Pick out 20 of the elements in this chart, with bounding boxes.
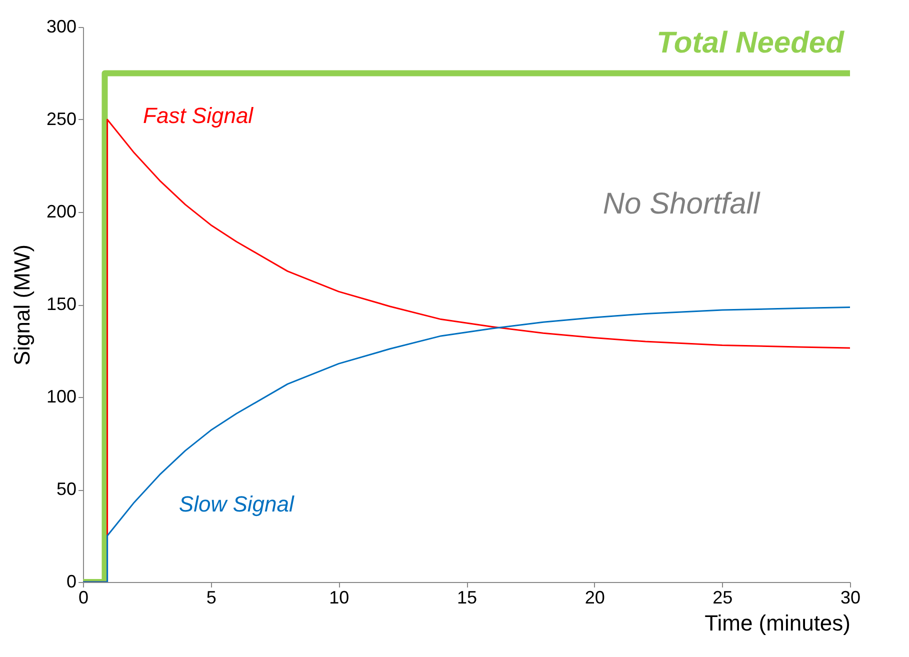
y-tick-label: 250: [46, 109, 76, 129]
y-tick-label: 0: [66, 572, 76, 592]
x-tick-label: 25: [712, 588, 733, 608]
y-tick-label: 50: [56, 479, 76, 499]
x-tick-label: 0: [78, 588, 89, 608]
x-tick-label: 30: [840, 588, 861, 608]
series-label: Slow Signal: [178, 491, 295, 516]
series-label: Total Needed: [656, 26, 845, 60]
y-tick-label: 100: [46, 386, 76, 406]
y-axis-title: Signal (MW): [9, 244, 34, 366]
series-label: Fast Signal: [143, 102, 254, 128]
y-tick-label: 150: [46, 294, 76, 314]
x-tick-label: 5: [206, 588, 216, 608]
annotation: No Shortfall: [602, 188, 761, 221]
x-tick-label: 15: [456, 588, 478, 608]
x-tick-label: 10: [329, 588, 350, 608]
y-tick-label: 300: [46, 16, 76, 36]
x-axis-title: Time (minutes): [704, 610, 850, 636]
x-tick-label: 20: [584, 588, 605, 608]
y-tick-label: 200: [46, 202, 76, 222]
